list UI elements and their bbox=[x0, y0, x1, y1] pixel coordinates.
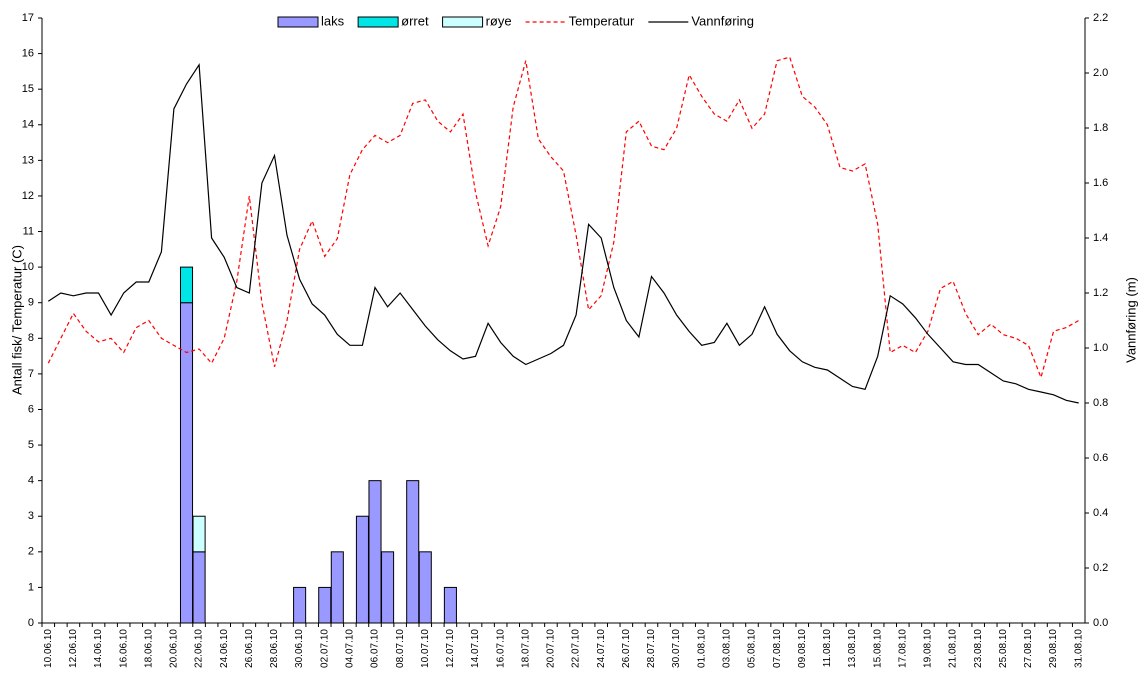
x-tick-label: 08.07.10 bbox=[395, 629, 406, 668]
x-tick-label: 16.07.10 bbox=[495, 629, 506, 668]
x-tick-label: 15.08.10 bbox=[872, 629, 883, 668]
bar bbox=[355, 515, 369, 624]
y-tick-label: 0 bbox=[28, 617, 34, 629]
x-tick-label: 17.08.10 bbox=[897, 629, 908, 668]
y-tick-label: 15 bbox=[22, 83, 34, 95]
bar bbox=[381, 551, 395, 624]
x-tick-label: 27.08.10 bbox=[1023, 629, 1034, 668]
x-tick-label: 18.07.10 bbox=[520, 629, 531, 668]
y2-tick-label: 1.8 bbox=[1093, 122, 1108, 134]
y-tick-label: 17 bbox=[22, 12, 34, 24]
x-tick-label: 26.07.10 bbox=[621, 629, 632, 668]
y-tick-label: 2 bbox=[28, 546, 34, 558]
x-tick-label: 10.06.10 bbox=[43, 629, 54, 668]
x-tick-label: 04.07.10 bbox=[345, 629, 356, 668]
x-tick-label: 30.07.10 bbox=[671, 629, 682, 668]
x-tick-label: 24.07.10 bbox=[596, 629, 607, 668]
y2-tick-label: 0.6 bbox=[1093, 452, 1108, 464]
y2-tick-label: 0.8 bbox=[1093, 397, 1108, 409]
x-tick-label: 10.07.10 bbox=[420, 629, 431, 668]
x-tick-label: 28.06.10 bbox=[269, 629, 280, 668]
x-tick-label: 06.07.10 bbox=[370, 629, 381, 668]
x-tick-label: 22.06.10 bbox=[194, 629, 205, 668]
x-tick-label: 30.06.10 bbox=[294, 629, 305, 668]
x-tick-label: 05.08.10 bbox=[747, 629, 758, 668]
y2-tick-label: 0.2 bbox=[1093, 562, 1108, 574]
bar bbox=[330, 551, 344, 624]
y-tick-label: 9 bbox=[28, 297, 34, 309]
x-tick-label: 16.06.10 bbox=[118, 629, 129, 668]
y-tick-label: 14 bbox=[22, 119, 34, 131]
bar bbox=[443, 586, 457, 624]
x-tick-label: 03.08.10 bbox=[722, 629, 733, 668]
y-axis-label: Antall fisk/ Temperatur (C) bbox=[9, 245, 24, 395]
y-tick-label: 11 bbox=[23, 225, 34, 237]
y2-axis-label: Vannføring (m) bbox=[1123, 277, 1138, 363]
bar bbox=[368, 480, 382, 624]
x-tick-label: 07.08.10 bbox=[772, 629, 783, 668]
bar bbox=[192, 515, 206, 553]
y-tick-label: 1 bbox=[28, 581, 34, 593]
legend-label: røye bbox=[486, 13, 512, 28]
x-tick-label: 12.07.10 bbox=[445, 629, 456, 668]
x-tick-label: 26.06.10 bbox=[244, 629, 255, 668]
x-tick-label: 13.08.10 bbox=[847, 629, 858, 668]
y2-tick-label: 0.0 bbox=[1093, 617, 1108, 629]
x-tick-label: 20.06.10 bbox=[169, 629, 180, 668]
bar bbox=[179, 302, 194, 624]
x-tick-label: 22.07.10 bbox=[571, 629, 582, 668]
y2-tick-label: 1.4 bbox=[1093, 232, 1108, 244]
y-tick-label: 16 bbox=[22, 47, 34, 59]
bar bbox=[192, 551, 206, 624]
y2-tick-label: 0.4 bbox=[1093, 507, 1108, 519]
x-tick-label: 23.08.10 bbox=[973, 629, 984, 668]
y2-tick-label: 1.6 bbox=[1093, 177, 1108, 189]
bar bbox=[293, 586, 307, 624]
legend-swatch bbox=[357, 16, 399, 28]
x-tick-label: 14.07.10 bbox=[470, 629, 481, 668]
y-tick-label: 5 bbox=[28, 439, 34, 451]
x-tick-label: 21.08.10 bbox=[948, 629, 959, 668]
y2-tick-label: 1.0 bbox=[1093, 342, 1108, 354]
x-tick-label: 09.08.10 bbox=[797, 629, 808, 668]
y-tick-label: 8 bbox=[28, 332, 34, 344]
y-tick-label: 12 bbox=[22, 190, 34, 202]
x-tick-label: 28.07.10 bbox=[646, 629, 657, 668]
y-tick-label: 6 bbox=[28, 403, 34, 415]
x-tick-label: 25.08.10 bbox=[998, 629, 1009, 668]
bar bbox=[418, 551, 432, 624]
y-tick-label: 4 bbox=[28, 475, 34, 487]
legend-label: Vannføring bbox=[691, 13, 754, 28]
x-tick-label: 12.06.10 bbox=[68, 629, 79, 668]
legend-label: laks bbox=[321, 13, 345, 28]
bar bbox=[179, 266, 194, 304]
bar bbox=[406, 480, 420, 624]
x-tick-label: 18.06.10 bbox=[143, 629, 154, 668]
x-tick-label: 01.08.10 bbox=[696, 629, 707, 668]
y-tick-label: 10 bbox=[22, 261, 34, 273]
legend-swatch bbox=[277, 16, 319, 28]
x-tick-label: 14.06.10 bbox=[93, 629, 104, 668]
x-tick-label: 31.08.10 bbox=[1073, 629, 1084, 668]
x-tick-label: 24.06.10 bbox=[219, 629, 230, 668]
line-series bbox=[47, 62, 1079, 404]
y2-tick-label: 1.2 bbox=[1093, 287, 1108, 299]
x-tick-label: 19.08.10 bbox=[923, 629, 934, 668]
x-tick-label: 29.08.10 bbox=[1048, 629, 1059, 668]
bar bbox=[318, 586, 332, 624]
y-tick-label: 13 bbox=[22, 154, 34, 166]
legend-label: ørret bbox=[401, 13, 429, 28]
y-tick-label: 7 bbox=[28, 368, 34, 380]
x-tick-label: 11.08.10 bbox=[822, 629, 833, 668]
y2-tick-label: 2.2 bbox=[1093, 12, 1108, 24]
line-series bbox=[47, 56, 1079, 380]
x-tick-label: 02.07.10 bbox=[319, 629, 330, 668]
x-tick-label: 20.07.10 bbox=[546, 629, 557, 668]
legend-label: Temperatur bbox=[569, 13, 635, 28]
y-tick-label: 3 bbox=[28, 510, 34, 522]
legend-swatch bbox=[442, 16, 484, 28]
y2-tick-label: 2.0 bbox=[1093, 67, 1108, 79]
